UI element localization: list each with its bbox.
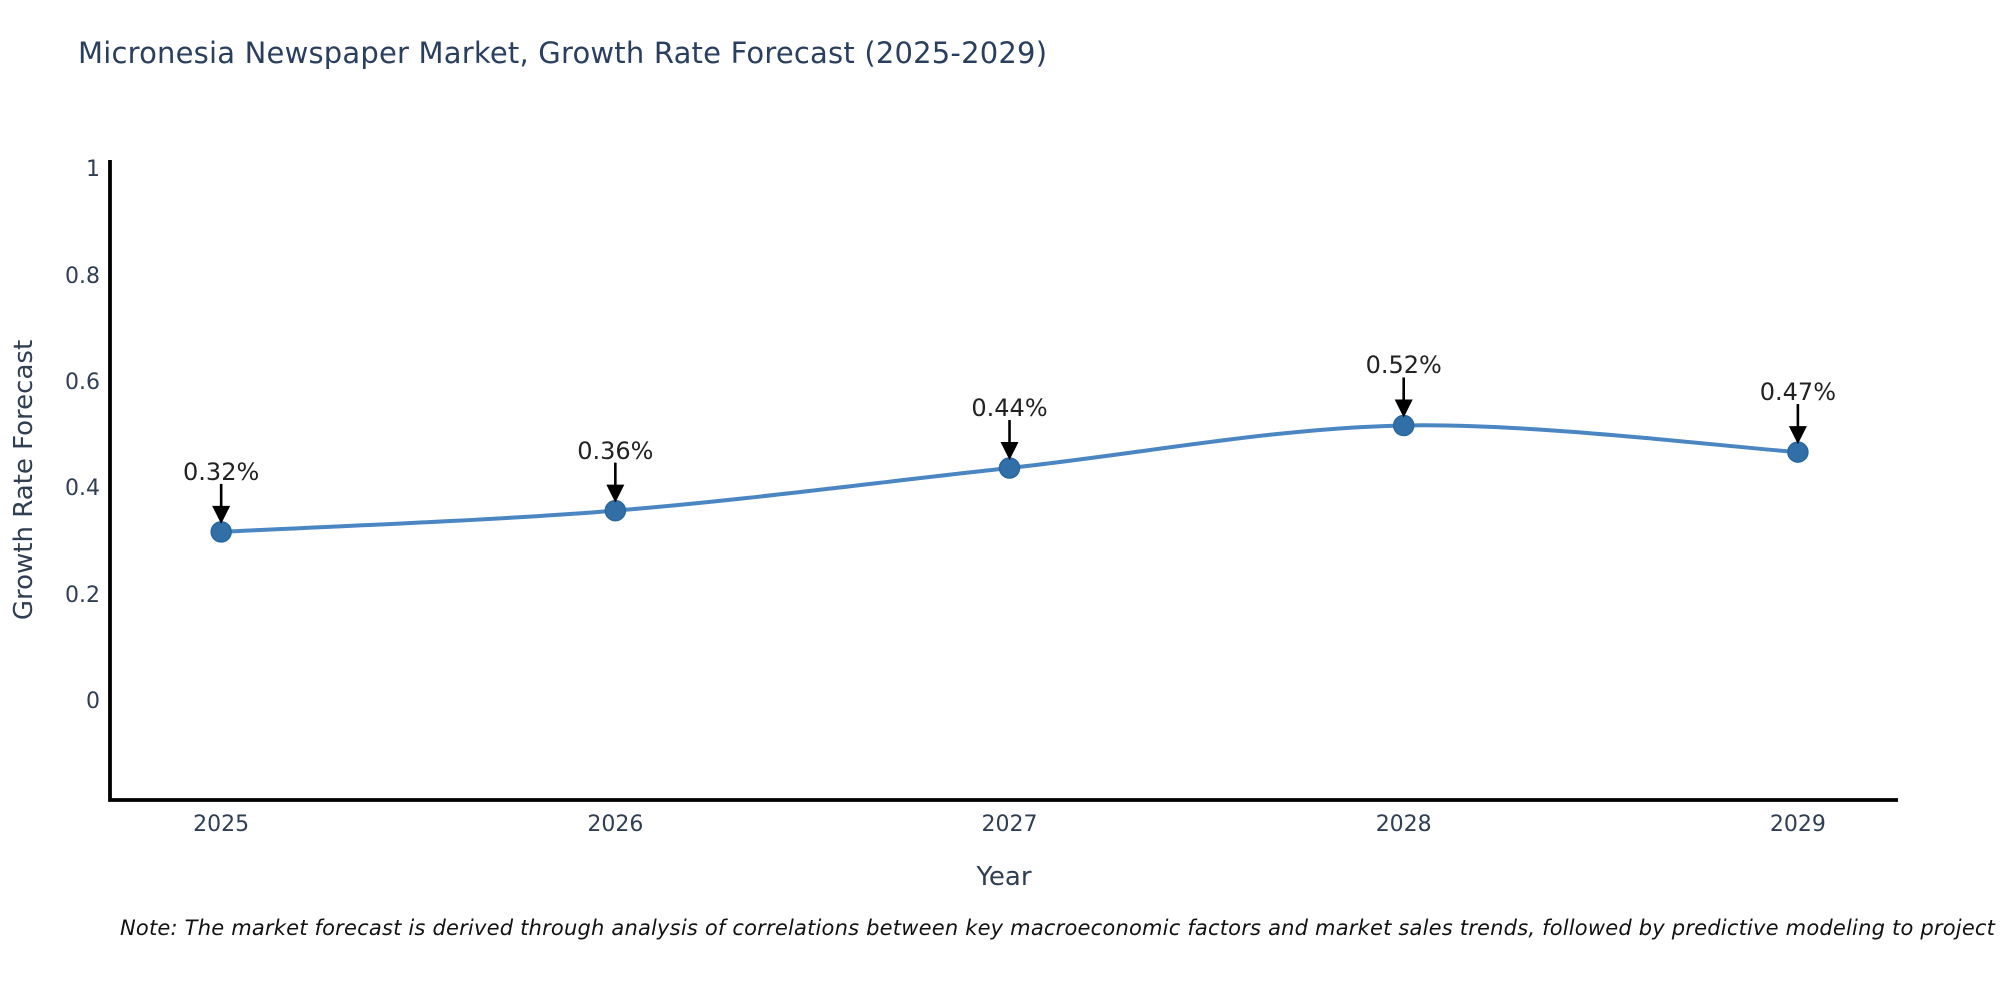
y-axis-tick-label: 0 — [86, 689, 100, 715]
data-point-label: 0.32% — [183, 457, 260, 486]
x-axis-tick-label: 2027 — [981, 812, 1038, 837]
footnote: Note: The market forecast is derived thr… — [120, 916, 2000, 940]
data-point-marker — [210, 521, 232, 543]
data-point-marker — [604, 499, 627, 522]
data-point-marker — [1392, 414, 1415, 437]
data-point-label: 0.44% — [971, 394, 1048, 423]
y-axis-tick-label: 0.6 — [65, 369, 100, 395]
annotation-arrow-head — [1000, 442, 1019, 461]
annotation-arrow-head — [1394, 399, 1413, 418]
y-axis-tick-label: 0.8 — [65, 263, 100, 289]
x-axis-tick-label: 2026 — [587, 812, 644, 837]
data-point-marker — [1787, 441, 1809, 463]
axis-spines — [108, 160, 1898, 802]
annotation-arrow-head — [606, 484, 625, 503]
annotation-arrow-head — [1788, 426, 1807, 445]
x-axis-tick-label: 2028 — [1375, 812, 1432, 837]
y-axis-tick-label: 0.2 — [65, 582, 100, 608]
data-point-label: 0.36% — [577, 436, 654, 465]
y-axis-tick-label: 1 — [86, 157, 100, 183]
data-point-label: 0.52% — [1365, 351, 1442, 380]
x-axis-tick-label: 2029 — [1769, 812, 1826, 837]
x-axis-tick-label: 2025 — [193, 812, 250, 837]
chart-title: Micronesia Newspaper Market, Growth Rate… — [78, 36, 1048, 70]
x-axis-title: Year — [976, 862, 1032, 892]
annotation-arrow-head — [212, 505, 231, 524]
y-axis-tick-label: 0.4 — [65, 476, 100, 502]
data-point-marker — [998, 457, 1021, 479]
data-point-label: 0.47% — [1759, 378, 1836, 407]
